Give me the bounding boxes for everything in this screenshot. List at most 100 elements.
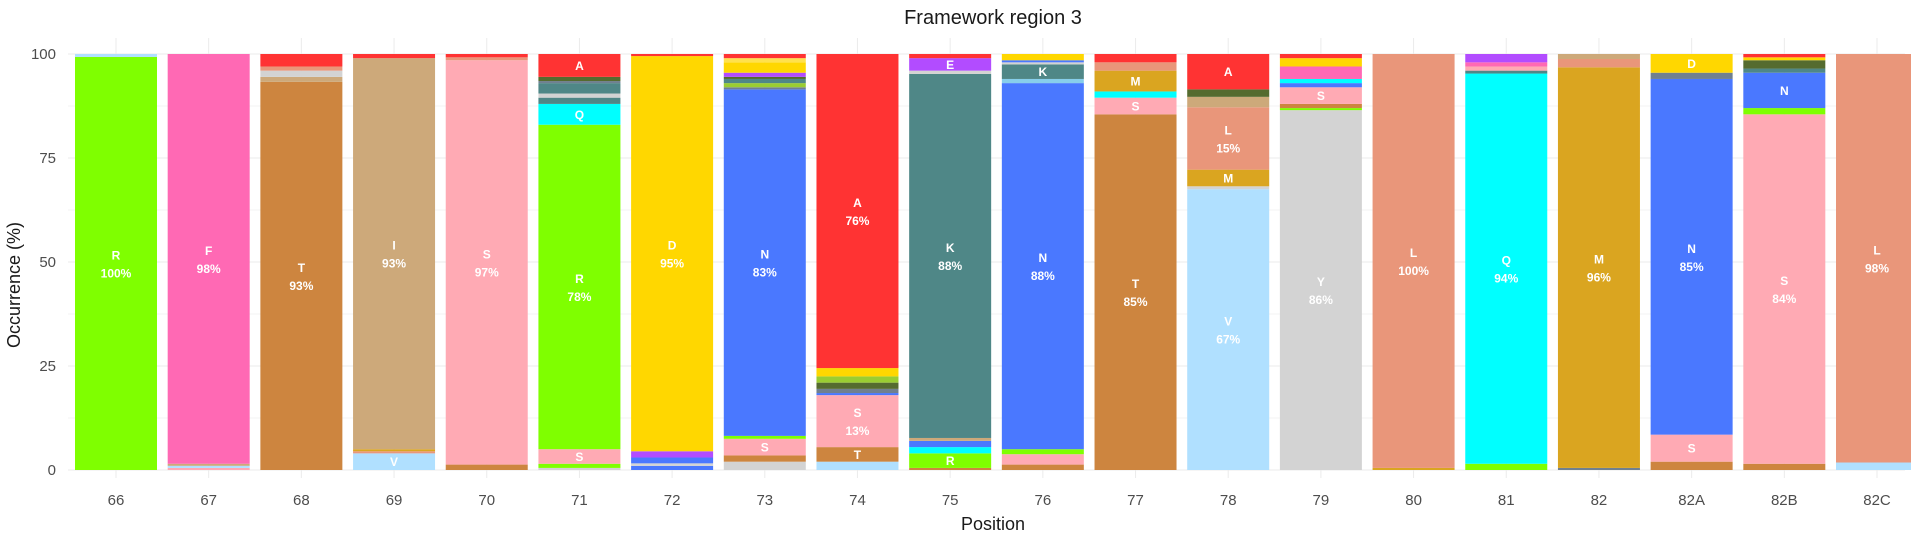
bar-segment-A [1743, 54, 1825, 57]
bar-segment-S [1743, 114, 1825, 463]
bar-segment-W [816, 383, 898, 389]
bar-segment-N [909, 441, 991, 447]
bar-segment-A [631, 54, 713, 56]
bar-segment-K [1465, 71, 1547, 74]
segment-percent-label: 15% [1216, 141, 1240, 155]
bar-segment-T [724, 455, 806, 461]
bar-segment-X [1651, 73, 1733, 79]
bar-segment-F [168, 54, 250, 464]
bar-segment-Y [538, 94, 620, 98]
bar-segment-N [1280, 83, 1362, 87]
x-tick-label: 82C [1863, 492, 1891, 509]
segment-letter-label: S [761, 441, 769, 455]
bar-segment-I [1187, 97, 1269, 107]
bar-segment-W [1187, 89, 1269, 96]
bar-segment-A [353, 54, 435, 58]
bar-segment-A [1095, 54, 1177, 62]
segment-percent-label: 84% [1772, 292, 1796, 306]
segment-percent-label: 78% [567, 290, 591, 304]
bar-segment-N [724, 89, 806, 436]
bar-segment-Q [1465, 74, 1547, 464]
bar-segment-R [1743, 108, 1825, 114]
bar-segment-L [1187, 107, 1269, 169]
bar-segment-Y [1280, 110, 1362, 470]
segment-percent-label: 85% [1680, 260, 1704, 274]
segment-letter-label: T [298, 261, 306, 275]
bar-segment-C [724, 58, 806, 62]
bar-segment-T [1280, 104, 1362, 108]
x-tick-label: 77 [1127, 492, 1144, 509]
segment-letter-label: E [946, 58, 954, 72]
bar-segment-S [168, 468, 250, 470]
bar-segment-L [446, 57, 528, 60]
segment-letter-label: A [575, 59, 584, 73]
x-tick-label: 79 [1313, 492, 1330, 509]
x-tick-label: 72 [664, 492, 681, 509]
bar-segment-N [631, 458, 713, 464]
segment-percent-label: 96% [1587, 271, 1611, 285]
bar-segment-T [1743, 464, 1825, 470]
bar-segment-X [724, 87, 806, 89]
segment-letter-label: S [853, 406, 861, 420]
bar-segment-T [1651, 462, 1733, 470]
bar-segment-Y [1187, 186, 1269, 189]
bar-segment-A [260, 54, 342, 66]
segment-letter-label: L [1410, 246, 1417, 260]
segment-percent-label: 93% [289, 279, 313, 293]
segment-letter-label: L [1225, 123, 1232, 137]
y-axis-ticks: 0255075100 [31, 46, 56, 479]
segment-letter-label: S [1688, 442, 1696, 456]
bar-segment-N [816, 393, 898, 395]
bar-segment-R [724, 436, 806, 439]
x-axis-title: Position [961, 514, 1025, 534]
y-tick-label: 50 [39, 254, 56, 271]
chart-title: Framework region 3 [904, 7, 1082, 29]
x-tick-label: 74 [849, 492, 866, 509]
x-tick-label: 80 [1405, 492, 1422, 509]
segment-letter-label: T [1132, 277, 1140, 291]
bar-segment-K [538, 83, 620, 93]
segment-letter-label: N [760, 248, 769, 262]
bar-segment-M [1373, 468, 1455, 470]
bar-segment-N [1002, 83, 1084, 449]
segment-percent-label: 88% [938, 259, 962, 273]
bar-segment-T [446, 465, 528, 470]
segment-letter-label: A [853, 196, 862, 210]
bar-segment-N [631, 466, 713, 470]
bar-segment-R [1280, 108, 1362, 110]
x-tick-label: 71 [571, 492, 588, 509]
segment-letter-label: S [1780, 274, 1788, 288]
bar-segment-A [816, 54, 898, 368]
segment-letter-label: M [1131, 75, 1141, 89]
bar-segment-A [724, 54, 806, 58]
segment-letter-label: Y [1317, 275, 1325, 289]
bar-segment-V [75, 54, 157, 57]
bar-segment-A [446, 54, 528, 57]
bar-segment-V [816, 462, 898, 470]
bar-segment-V [1836, 463, 1911, 470]
segment-letter-label: R [575, 272, 584, 286]
bar-segment-S [446, 60, 528, 464]
segment-letter-label: N [1039, 251, 1048, 265]
y-axis-title: Occurrence (%) [4, 222, 24, 348]
segment-letter-label: M [1223, 171, 1233, 185]
bar-segment-L [1558, 59, 1640, 67]
segment-percent-label: 86% [1309, 293, 1333, 307]
segment-letter-label: Q [1502, 254, 1511, 268]
bar-segment-M [1558, 67, 1640, 468]
bar-segment-R [75, 57, 157, 470]
bar-segment-Y [631, 463, 713, 465]
segment-percent-label: 98% [1865, 261, 1889, 275]
segment-letter-label: M [1594, 253, 1604, 267]
y-tick-label: 75 [39, 150, 56, 167]
segment-percent-label: 85% [1124, 295, 1148, 309]
bar-segment-Y [538, 468, 620, 470]
segment-letter-label: N [1780, 84, 1789, 98]
bar-segment-X [1558, 468, 1640, 470]
bar-segment-L [353, 451, 435, 453]
x-tick-label: 66 [108, 492, 125, 509]
bar-segment-L [260, 66, 342, 70]
segment-percent-label: 88% [1031, 269, 1055, 283]
bar-segment-D [816, 368, 898, 376]
